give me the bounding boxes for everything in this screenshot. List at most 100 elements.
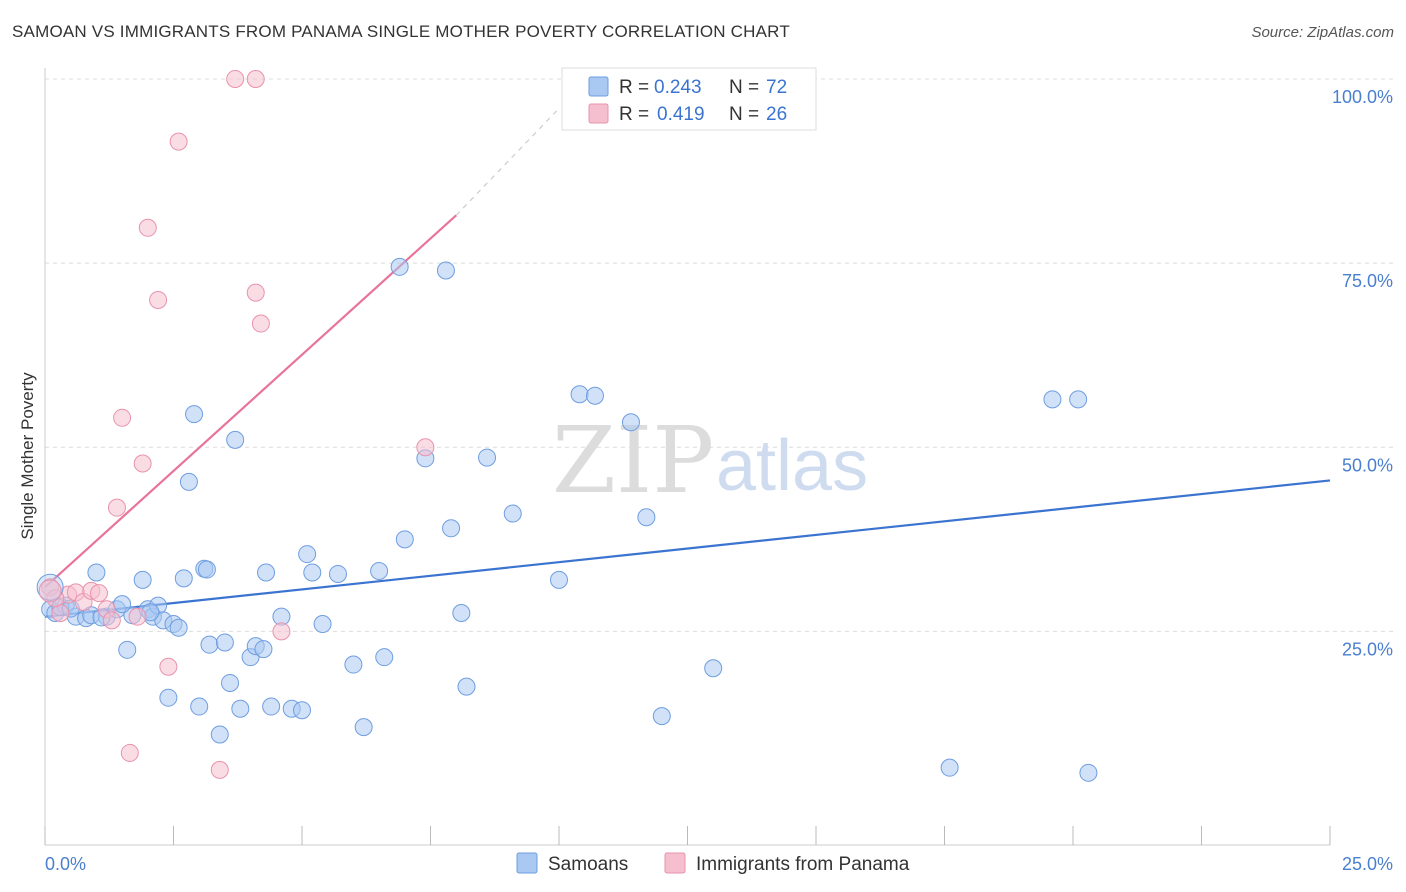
samoans-point bbox=[87, 563, 106, 582]
panama-point bbox=[107, 498, 126, 517]
samoans-point bbox=[621, 413, 640, 432]
samoans-point bbox=[637, 508, 656, 527]
samoans-point bbox=[303, 563, 322, 582]
samoans-point bbox=[1079, 763, 1098, 782]
x-tick-label: 0.0% bbox=[45, 854, 86, 874]
panama-point bbox=[138, 218, 157, 237]
legend-swatch-pink bbox=[588, 103, 609, 124]
samoans-point bbox=[390, 257, 409, 276]
panama-point bbox=[251, 314, 270, 333]
correlation-legend: R = 0.243 N = 72 R = 0.419 N = 26 bbox=[561, 67, 817, 131]
samoans-point bbox=[210, 725, 229, 744]
legend-swatch-samoans bbox=[516, 852, 538, 874]
legend-n-value-1: 72 bbox=[766, 77, 787, 98]
data-points bbox=[36, 70, 1098, 782]
samoans-point bbox=[375, 648, 394, 667]
panama-point bbox=[159, 657, 178, 676]
samoans-point bbox=[452, 603, 471, 622]
samoans-point bbox=[395, 530, 414, 549]
samoans-point bbox=[293, 701, 311, 720]
samoans-point bbox=[1069, 390, 1088, 409]
samoans-point bbox=[313, 615, 332, 634]
x-tick-label: 25.0% bbox=[1342, 854, 1393, 874]
samoans-point bbox=[478, 448, 497, 467]
panama-point bbox=[272, 622, 291, 641]
panama-point bbox=[169, 132, 188, 151]
y-tick-label: 100.0% bbox=[1332, 87, 1393, 107]
y-tick-label: 25.0% bbox=[1342, 639, 1393, 659]
panama-point bbox=[128, 607, 147, 626]
samoans-point bbox=[118, 640, 137, 659]
panama-point bbox=[246, 283, 265, 302]
samoans-point bbox=[200, 635, 219, 654]
legend-samoans: Samoans bbox=[548, 854, 628, 875]
panama-trend-line bbox=[44, 214, 457, 589]
panama-point bbox=[246, 70, 265, 88]
legend-n-value-2: 26 bbox=[766, 104, 787, 125]
samoans-point bbox=[226, 430, 245, 449]
legend-n-label-1: N = bbox=[729, 77, 759, 98]
samoans-point bbox=[344, 655, 363, 674]
samoans-point bbox=[570, 385, 589, 404]
samoans-point bbox=[940, 758, 959, 777]
samoans-point bbox=[113, 595, 132, 614]
axes bbox=[44, 68, 1331, 846]
samoans-point bbox=[215, 633, 234, 652]
panama-point bbox=[89, 584, 108, 603]
legend-swatch-blue bbox=[588, 76, 609, 97]
samoans-point bbox=[585, 386, 604, 405]
trend-lines bbox=[44, 108, 1331, 618]
legend-n-label-2: N = bbox=[729, 104, 759, 125]
samoans-point bbox=[354, 718, 373, 737]
samoans-point bbox=[652, 707, 671, 726]
samoans-point bbox=[704, 659, 723, 678]
samoans-point bbox=[436, 261, 455, 280]
panama-point bbox=[416, 438, 435, 457]
samoans-trend-line bbox=[44, 479, 1331, 618]
y-axis-label: Single Mother Poverty bbox=[18, 372, 37, 540]
samoans-point bbox=[174, 569, 193, 588]
panama-point bbox=[120, 743, 139, 762]
samoans-point bbox=[159, 688, 178, 707]
legend-r-label-2: R = bbox=[619, 104, 649, 125]
y-tick-label: 50.0% bbox=[1342, 455, 1393, 475]
samoans-point bbox=[298, 545, 317, 564]
samoans-point bbox=[254, 640, 273, 659]
samoans-point bbox=[221, 673, 240, 692]
chart-title: SAMOAN VS IMMIGRANTS FROM PANAMA SINGLE … bbox=[12, 22, 790, 41]
samoans-point bbox=[370, 562, 389, 581]
samoans-point bbox=[169, 618, 188, 637]
panama-point bbox=[102, 611, 121, 630]
panama-point bbox=[113, 408, 132, 427]
samoans-point bbox=[550, 570, 568, 589]
samoans-point bbox=[197, 560, 216, 579]
legend-r-value-1: 0.243 bbox=[654, 77, 702, 98]
legend-r-label-1: R = bbox=[619, 77, 649, 98]
panama-trend-extension bbox=[455, 108, 560, 216]
panama-point bbox=[226, 70, 245, 88]
samoans-point bbox=[328, 564, 347, 583]
samoans-point bbox=[1043, 390, 1062, 409]
samoans-point bbox=[190, 697, 209, 716]
y-tick-labels: 100.0% 75.0% 50.0% 25.0% bbox=[1332, 87, 1393, 659]
grid-lines bbox=[45, 78, 1395, 632]
samoans-point bbox=[442, 519, 461, 538]
samoans-point bbox=[179, 472, 198, 491]
samoans-point bbox=[257, 563, 276, 582]
panama-point-cluster bbox=[38, 579, 62, 603]
legend-r-value-2: 0.419 bbox=[657, 104, 705, 125]
panama-point bbox=[149, 290, 168, 309]
legend-panama: Immigrants from Panama bbox=[696, 854, 910, 875]
x-tick-labels: 0.0% 25.0% bbox=[45, 854, 1393, 874]
samoans-point bbox=[503, 504, 522, 523]
samoans-point bbox=[457, 677, 476, 696]
samoans-point bbox=[185, 405, 204, 424]
panama-point bbox=[210, 760, 229, 779]
source-label: Source: ZipAtlas.com bbox=[1251, 24, 1394, 41]
panama-point bbox=[133, 454, 152, 473]
samoans-point bbox=[262, 697, 281, 716]
series-legend: Samoans Immigrants from Panama bbox=[516, 852, 910, 875]
samoans-point bbox=[231, 699, 250, 718]
y-tick-label: 75.0% bbox=[1342, 271, 1393, 291]
legend-swatch-panama bbox=[664, 852, 686, 874]
